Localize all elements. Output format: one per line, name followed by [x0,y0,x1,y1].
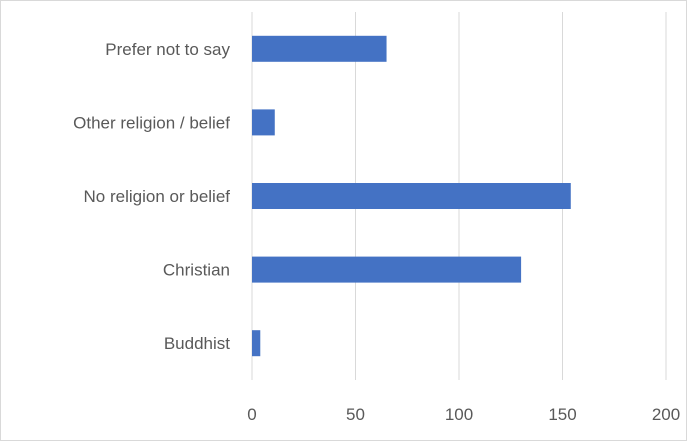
bar-christian [252,256,522,283]
category-label-other-religion-belief: Other religion / belief [73,113,230,132]
category-label-prefer-not-to-say: Prefer not to say [105,40,230,59]
x-tick-label-200: 200 [652,405,680,424]
x-tick-label-150: 150 [548,405,576,424]
category-label-buddhist: Buddhist [164,334,230,353]
bar-buddhist [252,330,261,357]
x-tick-labels: 0 50 100 150 200 [247,405,680,424]
category-label-christian: Christian [163,261,230,280]
x-tick-label-0: 0 [247,405,256,424]
bar-prefer-not-to-say [252,35,387,62]
x-tick-label-100: 100 [445,405,473,424]
x-tick-label-50: 50 [346,405,365,424]
category-labels: Buddhist Christian No religion or belief Ot… [73,40,230,353]
bar-other-religion-belief [252,109,275,136]
bars [252,35,571,357]
category-label-no-religion-or-belief: No religion or belief [84,187,231,206]
bar-no-religion-or-belief [252,183,571,209]
